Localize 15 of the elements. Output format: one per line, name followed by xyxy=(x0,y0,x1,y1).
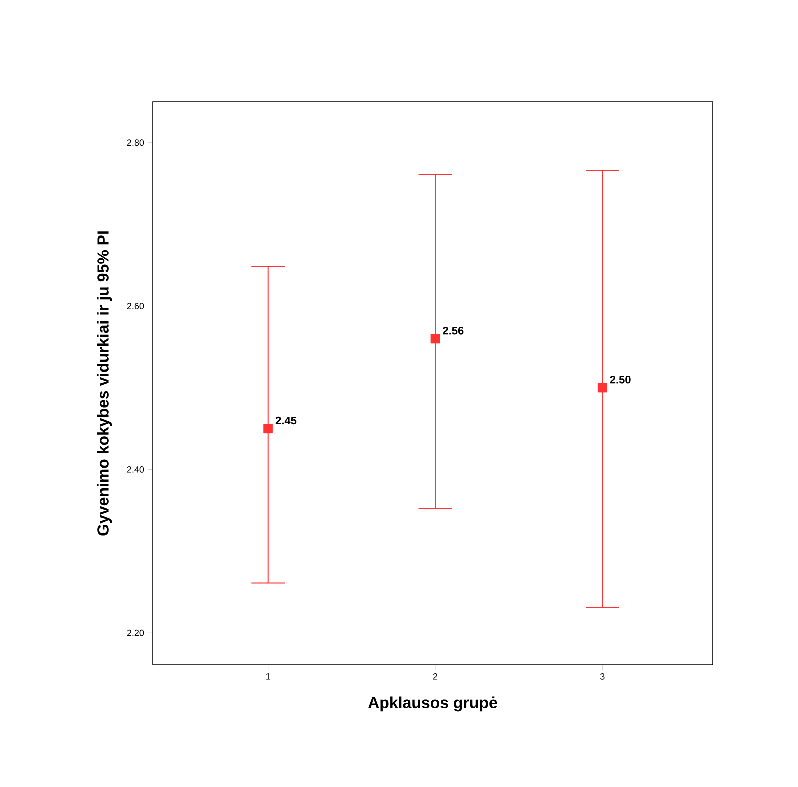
x-axis-title: Apklausos grupė xyxy=(368,696,498,712)
y-tick-label: 2.60 xyxy=(127,303,144,310)
point xyxy=(598,383,608,393)
data-label: 2.45 xyxy=(276,416,297,425)
data-label: 2.50 xyxy=(610,376,631,384)
x-tick-label: 1 xyxy=(266,674,270,680)
point xyxy=(430,334,440,344)
y-tick-label: 2.40 xyxy=(127,466,144,473)
y-tick-label: 2.20 xyxy=(127,630,144,636)
x-tick-label: 3 xyxy=(600,674,605,680)
point xyxy=(264,424,274,434)
y-axis-title: Gyvenimo kokybes vidurkiai ir ju 95% PI xyxy=(97,232,112,536)
y-tick-label: 2.80 xyxy=(127,140,144,146)
data-label: 2.56 xyxy=(443,326,464,335)
x-tick-label: 2 xyxy=(433,674,438,680)
